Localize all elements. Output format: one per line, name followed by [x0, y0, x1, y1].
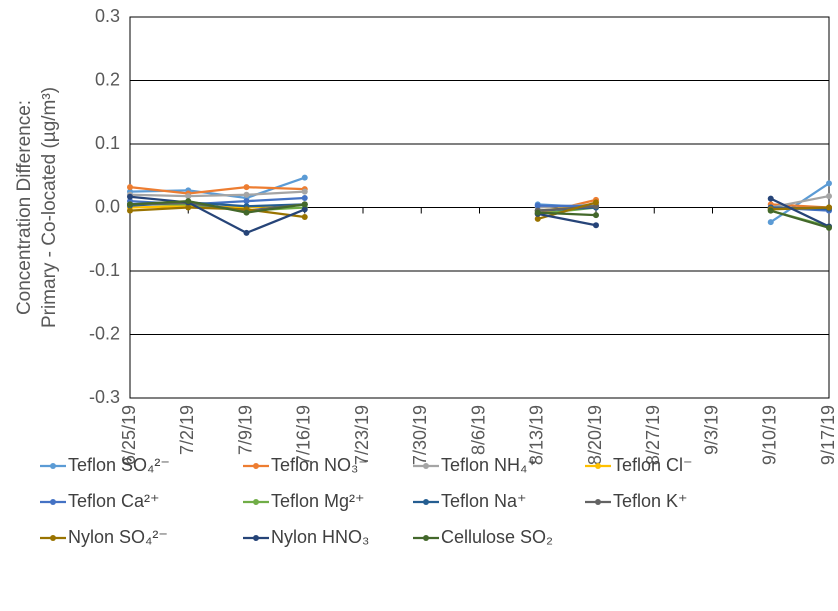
x-tick-label: 8/6/19 [468, 405, 488, 455]
data-point [243, 229, 250, 236]
legend-marker [423, 463, 429, 469]
data-point [301, 194, 308, 201]
legend-label: Teflon Ca²⁺ [68, 491, 160, 511]
data-point [185, 198, 192, 205]
data-point [593, 222, 599, 229]
series-line [129, 200, 830, 229]
data-point [593, 199, 599, 206]
y-tick-label: -0.2 [89, 323, 120, 343]
y-tick-label: -0.3 [89, 387, 120, 407]
legend-label: Teflon Mg²⁺ [271, 491, 365, 511]
x-tick-label: 8/13/19 [527, 405, 547, 465]
data-point [127, 207, 133, 214]
data-point [534, 202, 541, 209]
x-tick-label: 9/17/19 [818, 405, 838, 465]
data-point [301, 201, 308, 208]
legend-label: Nylon HNO₃ [271, 527, 369, 547]
legend-marker [50, 499, 56, 505]
legend-label: Teflon Na⁺ [441, 491, 527, 511]
data-point [767, 195, 774, 202]
data-point [301, 206, 308, 213]
data-point [826, 193, 832, 200]
data-point [127, 201, 133, 208]
y-tick-label: 0.0 [95, 196, 120, 216]
legend-label: Teflon NH₄⁺ [441, 455, 537, 475]
data-point [243, 209, 250, 216]
legend-label: Teflon Cl⁻ [613, 455, 693, 475]
data-point [767, 219, 774, 226]
x-tick-label: 7/9/19 [235, 405, 255, 455]
data-point [826, 224, 832, 231]
x-tick-label: 6/25/19 [119, 405, 139, 465]
legend-marker [253, 463, 259, 469]
series-line [129, 176, 830, 224]
legend-marker [253, 499, 259, 505]
legend-marker [423, 535, 429, 541]
x-tick-label: 7/30/19 [410, 405, 430, 465]
legend-marker [595, 499, 601, 505]
data-point [185, 193, 192, 200]
y-tick-label: -0.1 [89, 260, 120, 280]
data-point [243, 198, 250, 205]
x-tick-label: 9/3/19 [701, 405, 721, 455]
data-point [127, 184, 133, 191]
data-point [127, 193, 133, 200]
data-point [767, 207, 774, 214]
x-tick-label: 8/27/19 [643, 405, 663, 465]
series-line [129, 195, 830, 235]
legend-marker [595, 463, 601, 469]
legend-label: Teflon NO₃⁻ [271, 455, 368, 475]
data-point [301, 174, 308, 181]
data-point [593, 212, 599, 219]
legend-label: Nylon SO₄²⁻ [68, 527, 168, 547]
legend-label: Teflon SO₄²⁻ [68, 455, 170, 475]
y-tick-label: 0.1 [95, 133, 120, 153]
data-point [243, 184, 250, 191]
legend-marker [50, 463, 56, 469]
data-point [534, 215, 541, 222]
legend-marker [423, 499, 429, 505]
data-point [534, 209, 541, 216]
y-axis-label: Concentration Difference: [14, 100, 35, 315]
data-point [185, 204, 192, 211]
y-axis-label: Primary - Co-located (µg/m³) [39, 87, 60, 328]
x-tick-label: 7/2/19 [177, 405, 197, 455]
x-tick-label: 7/23/19 [352, 405, 372, 465]
data-point [301, 188, 308, 195]
y-tick-label: 0.3 [95, 6, 120, 26]
x-tick-label: 9/10/19 [760, 405, 780, 465]
data-point [826, 180, 832, 187]
x-tick-label: 8/20/19 [585, 405, 605, 465]
data-point [826, 204, 832, 211]
legend-label: Teflon K⁺ [613, 491, 688, 511]
y-tick-label: 0.2 [95, 69, 120, 89]
legend-marker [50, 535, 56, 541]
data-point [301, 214, 308, 221]
data-point [243, 191, 250, 198]
x-tick-label: 7/16/19 [294, 405, 314, 465]
legend-label: Cellulose SO₂ [441, 527, 553, 547]
legend-marker [253, 535, 259, 541]
